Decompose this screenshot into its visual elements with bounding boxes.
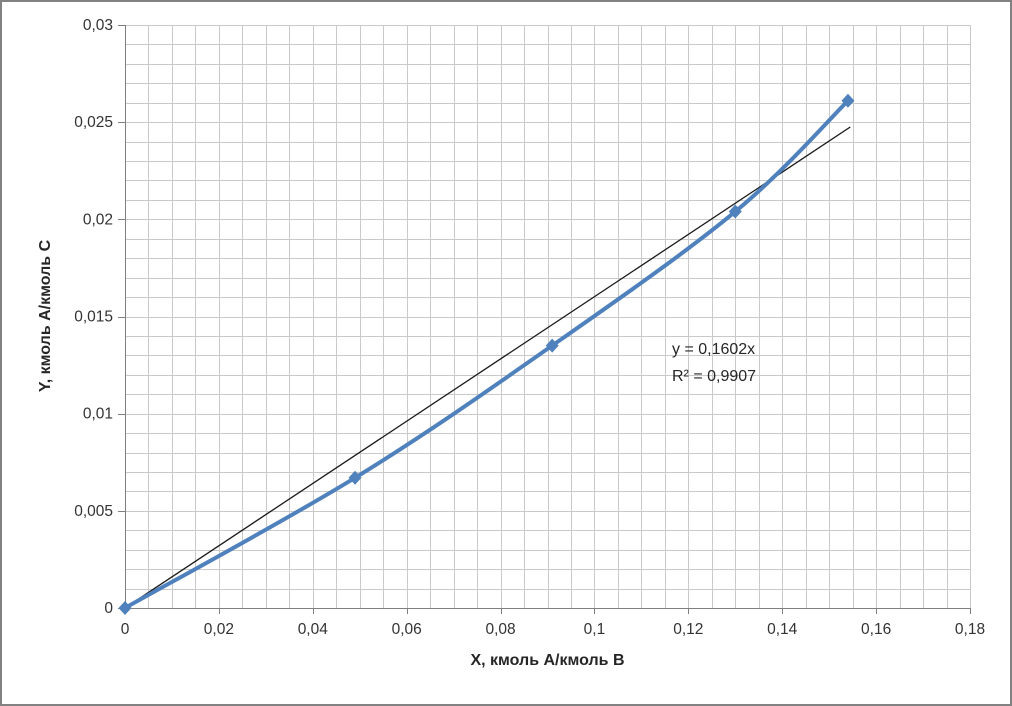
y-tick-label: 0 [104,600,113,617]
y-tick-label: 0,025 [74,114,113,131]
y-tick-label: 0,03 [83,17,113,34]
axes [124,25,970,610]
trendline-r-squared: R² = 0,9907 [672,368,757,385]
diamond-marker [841,93,855,108]
x-tick-label: 0,16 [861,621,891,638]
y-tick-label: 0,01 [83,406,113,423]
diamond-marker [545,338,559,353]
y-axis-title: Y, кмоль А/кмоль С [37,239,54,393]
data-point-markers [118,93,855,615]
diamond-marker [118,601,132,615]
x-tick-label: 0,14 [767,621,798,638]
x-tick-label: 0,06 [392,621,422,638]
trendline-annotation: y = 0,1602x R² = 0,9907 [672,336,756,390]
y-tick-label: 0,015 [74,309,113,326]
tick-marks [118,24,972,614]
y-tick-labels: 0 0,005 0,01 0,015 0,02 0,025 0,03 [74,17,113,617]
trendline-equation: y = 0,1602x [672,341,756,358]
data-series-curve [123,98,850,610]
x-tick-label: 0,02 [204,621,234,638]
x-tick-label: 0 [121,621,130,638]
x-tick-labels: 0 0,02 0,04 0,06 0,08 0,1 0,12 0,14 0,16 0,18 [121,621,985,638]
trendline [124,126,851,609]
x-tick-label: 0,12 [673,621,703,638]
x-axis-title: X, кмоль А/кмоль В [470,652,625,669]
gridlines [125,25,971,609]
diamond-marker [728,204,742,219]
y-tick-label: 0,005 [74,503,113,520]
x-tick-label: 0,18 [955,621,985,638]
x-tick-label: 0,08 [485,621,515,638]
y-tick-label: 0,02 [83,211,113,228]
x-tick-label: 0,04 [298,621,329,638]
diamond-marker [348,470,362,485]
x-tick-label: 0,1 [584,621,606,638]
